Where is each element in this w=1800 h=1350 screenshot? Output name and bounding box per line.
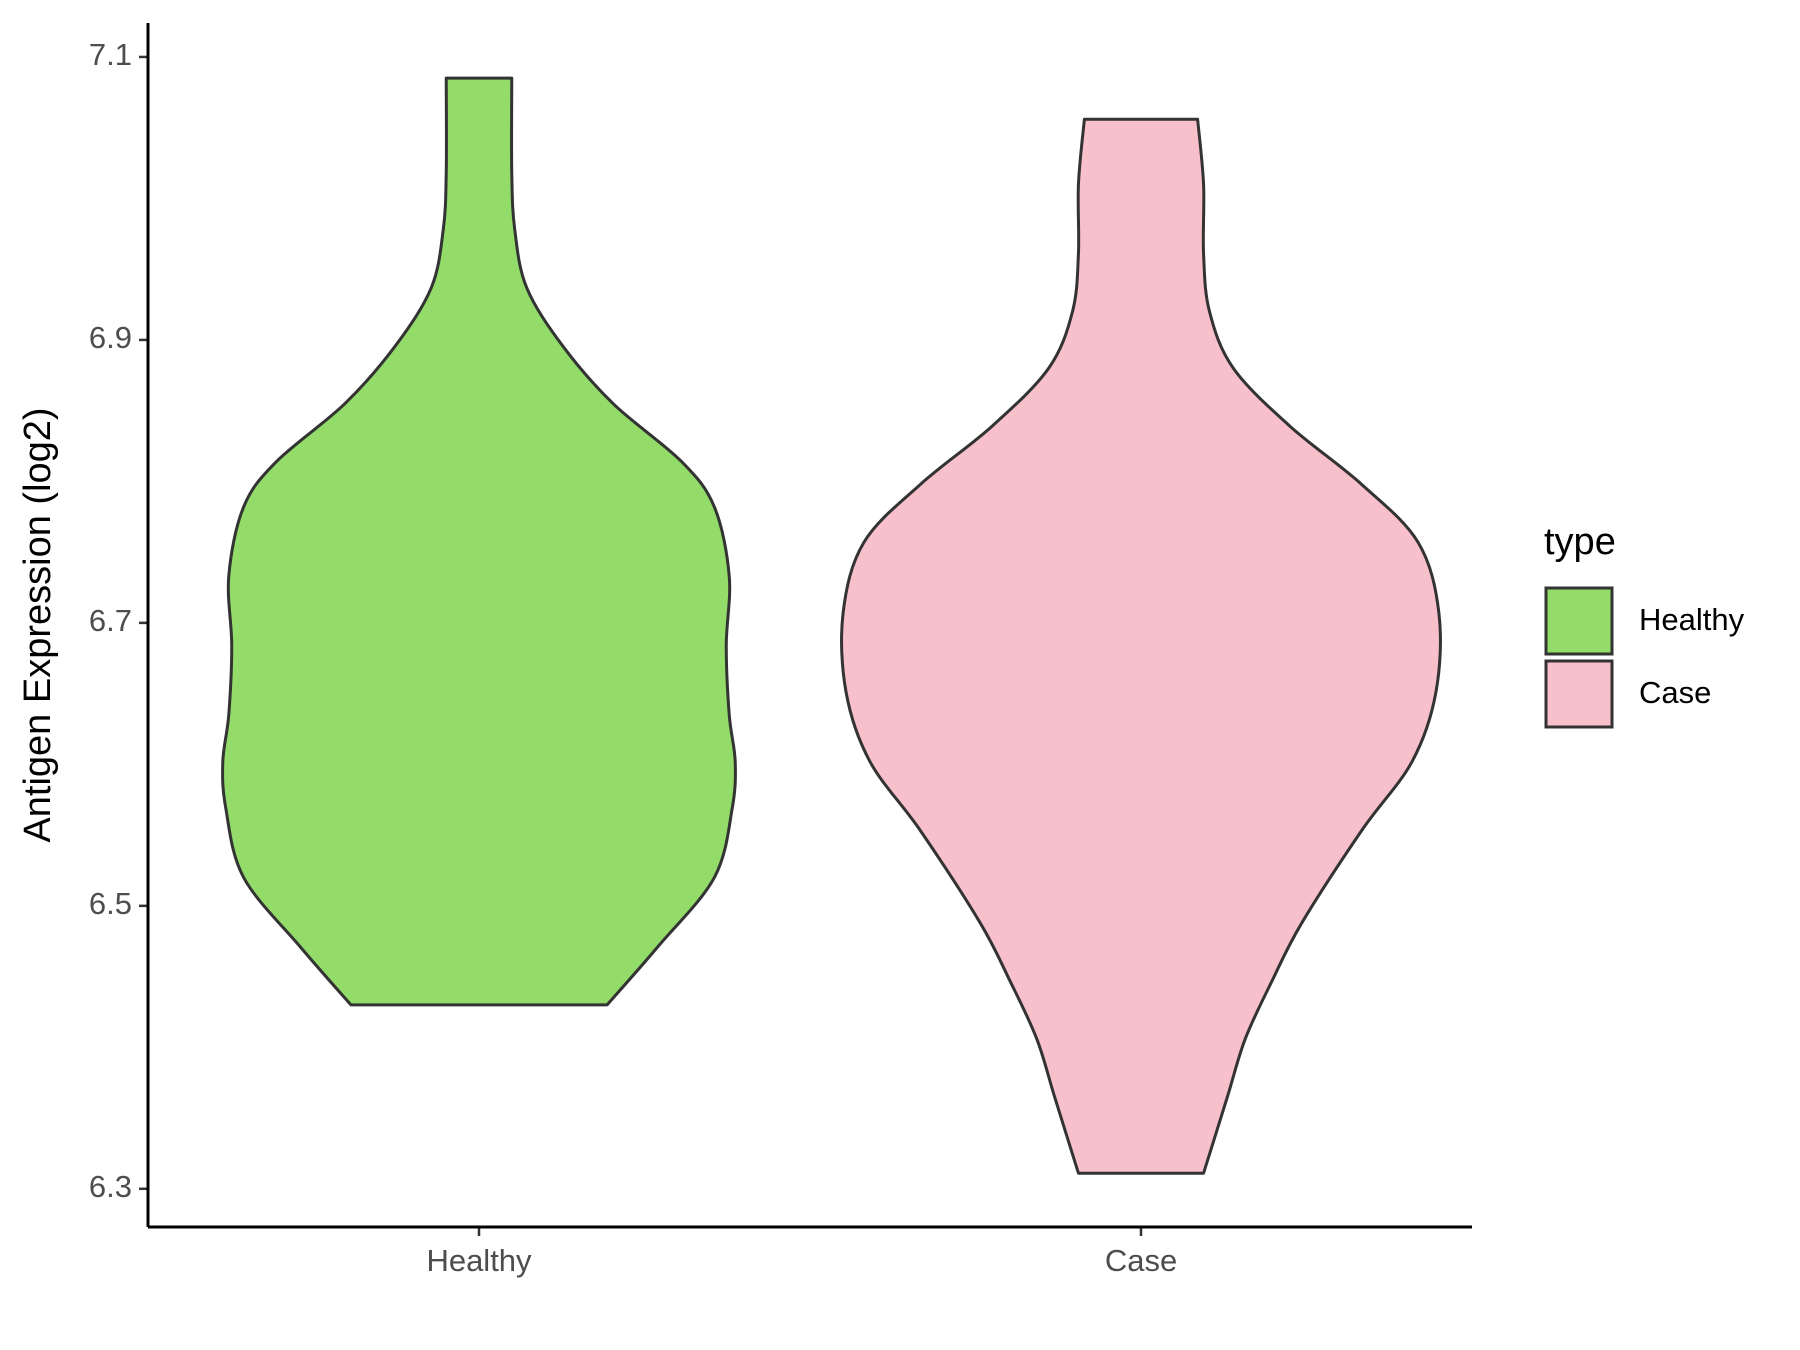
- legend-title: type: [1544, 521, 1616, 563]
- y-tick-label: 6.5: [89, 886, 132, 921]
- violin: [221, 76, 737, 1007]
- y-tick-label: 6.9: [89, 320, 132, 355]
- violin: [840, 117, 1442, 1175]
- y-tick-label: 6.3: [89, 1169, 132, 1204]
- y-tick-label: 6.7: [89, 603, 132, 638]
- x-tick-label: Case: [1105, 1243, 1177, 1278]
- legend-label: Case: [1639, 675, 1711, 710]
- legend-key: [1544, 659, 1614, 729]
- y-tick-label: 7.1: [89, 37, 132, 72]
- x-tick-label: Healthy: [426, 1243, 532, 1278]
- legend-label: Healthy: [1639, 602, 1745, 637]
- legend-key: [1544, 586, 1614, 656]
- y-axis-title: Antigen Expression (log2): [17, 407, 59, 842]
